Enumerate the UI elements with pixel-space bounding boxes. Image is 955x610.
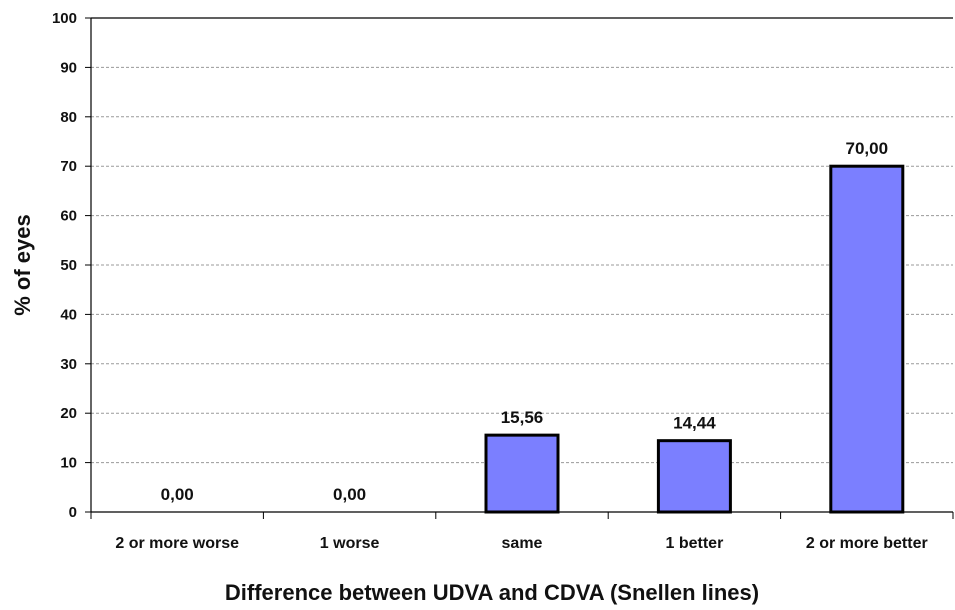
bar (484, 433, 560, 514)
bar (656, 439, 732, 514)
x-tick-label: 2 or more better (806, 535, 928, 552)
y-tick-label: 50 (60, 257, 77, 274)
y-tick-label: 100 (52, 10, 77, 27)
bars: 0,00 0,00 15,56 14,44 70,00 (161, 139, 905, 514)
y-tick-label: 90 (60, 59, 77, 76)
data-label: 14,44 (673, 414, 716, 433)
data-label: 15,56 (501, 408, 544, 427)
y-axis-title: % of eyes (10, 214, 35, 316)
y-tick-label: 10 (60, 455, 77, 472)
data-label: 70,00 (846, 139, 889, 158)
x-tick-label: 2 or more worse (115, 535, 239, 552)
y-tick-label: 40 (60, 306, 77, 323)
y-tick-label: 20 (60, 405, 77, 422)
x-tick-label: 1 better (666, 535, 724, 552)
x-tick-label: 1 worse (320, 535, 380, 552)
axes (90, 17, 953, 513)
x-tick-label: same (502, 535, 543, 552)
gridlines (91, 17, 953, 464)
data-label: 0,00 (161, 485, 194, 504)
y-axis-ticks: 0 10 20 30 40 50 60 70 80 90 100 (52, 10, 91, 521)
y-tick-label: 30 (60, 356, 77, 373)
y-tick-label: 80 (60, 109, 77, 126)
data-label: 0,00 (333, 485, 366, 504)
x-axis-ticks: 2 or more worse 1 worse same 1 better 2 or m… (90, 512, 954, 552)
x-axis-title: Difference between UDVA and CDVA (Snelle… (225, 580, 759, 605)
bar (829, 164, 905, 514)
y-tick-label: 60 (60, 208, 77, 225)
y-tick-label: 0 (69, 504, 77, 521)
y-tick-label: 70 (60, 158, 77, 175)
